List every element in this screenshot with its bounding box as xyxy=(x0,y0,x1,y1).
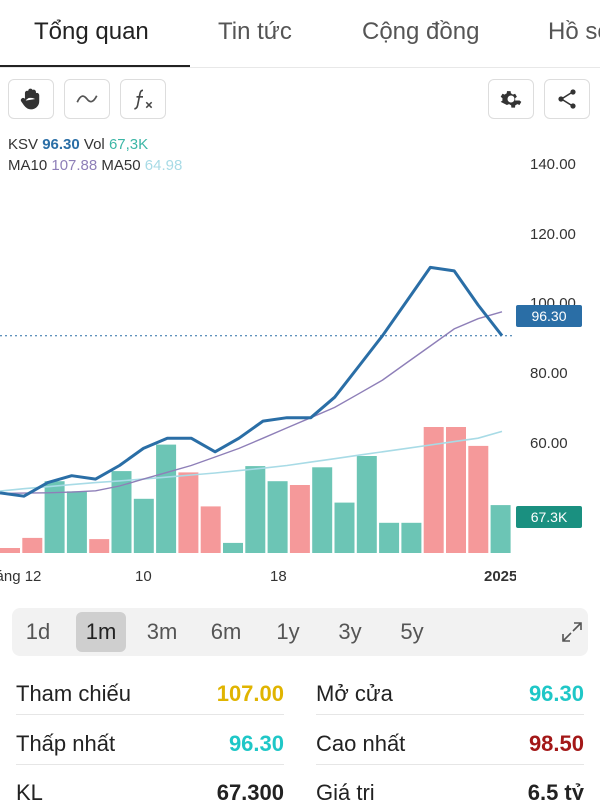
range-1m[interactable]: 1m xyxy=(76,612,126,652)
range-selector: 1d 1m 3m 6m 1y 3y 5y xyxy=(12,608,588,656)
stat-divider xyxy=(316,714,584,715)
range-1y[interactable]: 1y xyxy=(276,619,300,644)
legend-symbol: KSV xyxy=(8,136,39,153)
stat-value-open: 96.30 xyxy=(528,681,584,706)
y-tick-140: 140.00 xyxy=(530,156,576,173)
x-tick-month: Tháng 12 xyxy=(0,568,42,585)
legend-ma50-label: MA50 xyxy=(101,157,141,174)
hand-icon xyxy=(20,88,40,110)
tab-bar: Tổng quan Tin tức Cộng đồng Hồ sơ xyxy=(0,0,600,68)
range-6m[interactable]: 6m xyxy=(210,619,242,644)
stat-divider xyxy=(16,764,284,765)
active-tab-indicator xyxy=(0,65,190,67)
stat-divider xyxy=(16,714,284,715)
y-tick-60: 60.00 xyxy=(530,435,568,452)
range-3m[interactable]: 3m xyxy=(146,619,178,644)
stat-value-volume: 67,300 xyxy=(216,780,284,800)
curve-icon xyxy=(76,95,98,103)
legend-vol-label: Vol xyxy=(83,136,105,153)
share-icon xyxy=(558,89,576,109)
curve-tool-button[interactable] xyxy=(64,79,110,119)
ma50-line xyxy=(0,430,503,492)
stat-value-value: 6.5 tỷ xyxy=(527,780,584,800)
tab-profile[interactable]: Hồ sơ xyxy=(548,18,600,45)
legend-ma10-label: MA10 xyxy=(8,157,48,174)
y-tick-80: 80.00 xyxy=(530,365,568,382)
stat-value-low: 96.30 xyxy=(228,731,284,756)
x-tick-18: 18 xyxy=(270,568,287,585)
price-chart[interactable] xyxy=(0,130,600,590)
volume-bar xyxy=(156,444,177,553)
stat-label-open: Mở cửa xyxy=(316,681,393,706)
range-1d[interactable]: 1d xyxy=(25,619,51,644)
volume-bar xyxy=(379,522,400,553)
legend-price: 96.30 xyxy=(42,136,80,153)
x-tick-year: 2025 xyxy=(484,568,516,585)
stat-label-reference: Tham chiếu xyxy=(16,681,131,706)
volume-bar xyxy=(468,445,489,553)
tab-overview[interactable]: Tổng quan xyxy=(34,18,149,45)
current-volume-tag: 67.3K xyxy=(516,506,582,528)
volume-bar xyxy=(44,481,65,553)
volume-bar xyxy=(0,548,20,553)
volume-bar xyxy=(111,471,132,553)
volume-bar xyxy=(178,472,199,553)
range-3y[interactable]: 3y xyxy=(338,619,362,644)
share-button[interactable] xyxy=(544,79,590,119)
y-tick-120: 120.00 xyxy=(530,226,576,243)
settings-button[interactable] xyxy=(488,79,534,119)
volume-bar xyxy=(446,427,466,553)
volume-bar xyxy=(401,522,422,553)
indicator-button[interactable] xyxy=(120,79,166,119)
stat-divider xyxy=(316,764,584,765)
x-tick-10: 10 xyxy=(135,568,152,585)
current-price-tag: 96.30 xyxy=(516,305,582,327)
stat-label-volume: KL xyxy=(16,780,43,800)
tab-community[interactable]: Cộng đồng xyxy=(362,18,480,45)
volume-bar xyxy=(490,505,511,553)
volume-bar xyxy=(245,466,266,553)
x-tick-clip: Tháng 12 xyxy=(0,568,48,590)
volume-bar xyxy=(423,427,444,553)
stat-value-reference: 107.00 xyxy=(216,681,284,706)
volume-bar xyxy=(356,456,377,553)
legend-ma10-value: 107.88 xyxy=(51,157,98,174)
price-line xyxy=(0,265,504,498)
function-icon xyxy=(134,89,153,110)
tab-news[interactable]: Tin tức xyxy=(218,18,292,45)
volume-bar xyxy=(66,491,87,553)
x-tick-year-clip: 2025 xyxy=(484,568,516,590)
ma-legend: MA10 107.88 MA50 64.98 xyxy=(8,157,182,174)
volume-bar xyxy=(267,481,288,553)
gear-icon xyxy=(500,91,522,108)
volume-bar xyxy=(200,506,221,553)
price-legend: KSV 96.30 Vol 67,3K xyxy=(8,136,148,153)
volume-bar xyxy=(133,498,154,553)
stat-value-high: 98.50 xyxy=(528,731,584,756)
volume-bar xyxy=(22,537,43,553)
ma10-line xyxy=(0,311,503,495)
stat-label-value: Giá trị xyxy=(316,780,375,800)
expand-icon[interactable] xyxy=(560,620,584,644)
hand-tool-button[interactable] xyxy=(8,79,54,119)
volume-bar xyxy=(223,542,243,553)
range-5y[interactable]: 5y xyxy=(400,619,424,644)
stat-label-low: Thấp nhất xyxy=(16,731,116,756)
volume-bar xyxy=(334,502,355,553)
volume-bar xyxy=(89,539,110,553)
stat-label-high: Cao nhất xyxy=(316,731,406,756)
legend-vol-value: 67,3K xyxy=(108,136,149,153)
volume-bar xyxy=(312,467,333,553)
volume-bar xyxy=(289,485,310,553)
legend-ma50-value: 64.98 xyxy=(144,157,183,174)
